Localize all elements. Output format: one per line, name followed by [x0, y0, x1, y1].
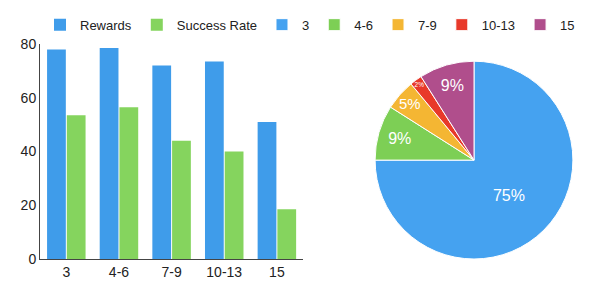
- svg-text:9%: 9%: [441, 77, 464, 94]
- svg-text:4-6: 4-6: [109, 264, 129, 280]
- svg-text:3: 3: [302, 18, 309, 33]
- svg-text:Rewards: Rewards: [80, 18, 132, 33]
- svg-text:5%: 5%: [399, 96, 421, 112]
- svg-text:9%: 9%: [388, 130, 411, 147]
- svg-text:20: 20: [21, 197, 37, 213]
- svg-text:Success Rate: Success Rate: [177, 18, 257, 33]
- svg-text:7-9: 7-9: [161, 264, 181, 280]
- svg-text:7-9: 7-9: [418, 18, 437, 33]
- svg-text:0: 0: [28, 251, 36, 267]
- svg-text:15: 15: [269, 264, 285, 280]
- svg-text:60: 60: [21, 90, 37, 106]
- svg-text:10-13: 10-13: [482, 18, 515, 33]
- svg-text:4-6: 4-6: [354, 18, 373, 33]
- svg-text:15: 15: [560, 18, 574, 33]
- svg-text:80: 80: [21, 36, 37, 52]
- svg-text:75%: 75%: [493, 187, 525, 204]
- svg-text:3: 3: [62, 264, 70, 280]
- svg-text:2%: 2%: [415, 81, 425, 88]
- svg-text:40: 40: [21, 143, 37, 159]
- svg-text:10-13: 10-13: [206, 264, 242, 280]
